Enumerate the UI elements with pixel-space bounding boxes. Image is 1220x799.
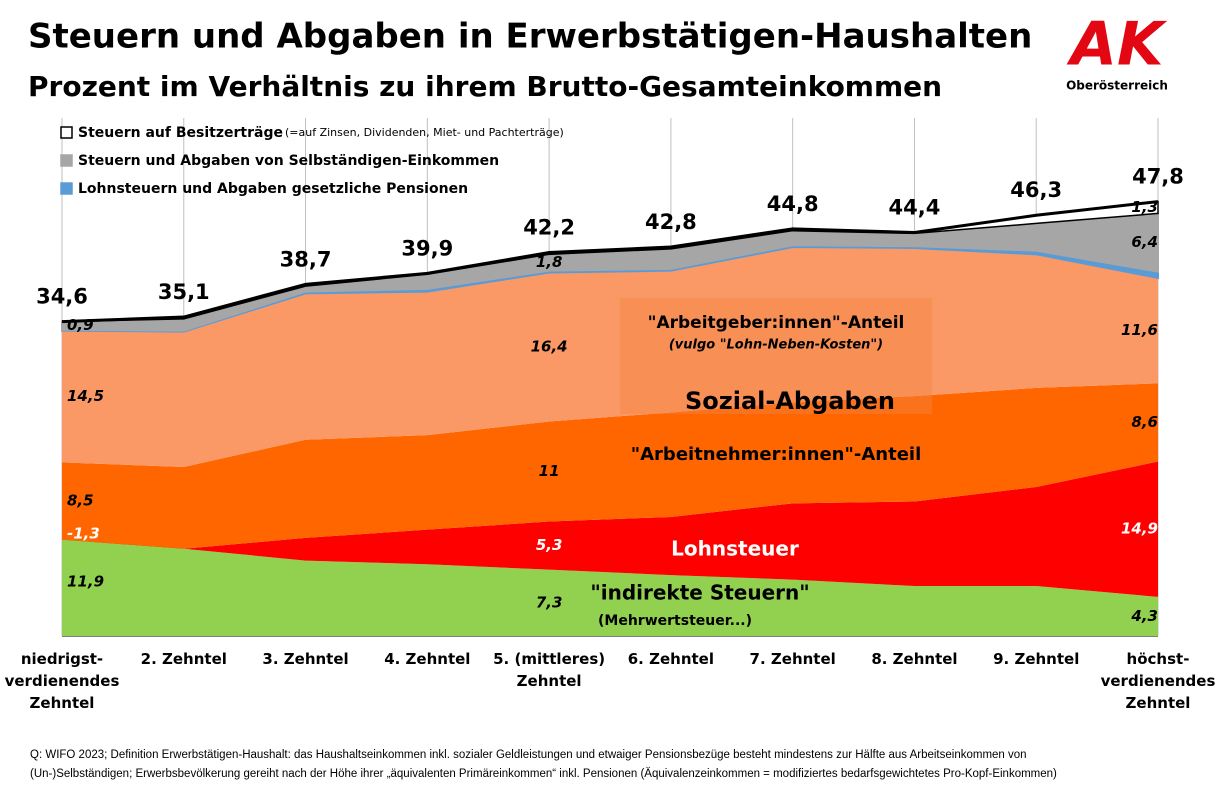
data-label: 4,3 [1130, 607, 1158, 625]
data-label: 0,9 [67, 316, 94, 334]
x-tick-label: 8. Zehntel [871, 650, 958, 668]
footnote: (Un-)Selbständigen; Erwerbsbevölkerung g… [30, 768, 1057, 780]
data-label: 6,4 [1131, 233, 1158, 251]
x-tick-label: niedrigst- verdienendes Zehntel [4, 650, 120, 712]
x-tick-label: 4. Zehntel [384, 650, 471, 668]
data-label: 11 [539, 462, 560, 480]
area [62, 461, 1158, 597]
area [62, 247, 1158, 467]
title: Steuern und Abgaben in Erwerbstätigen-Ha… [28, 17, 1032, 57]
x-tick-label: 3. Zehntel [262, 650, 349, 668]
total-label: 34,6 [36, 285, 88, 309]
annotation: (vulgo "Lohn-Neben-Kosten") [669, 338, 883, 353]
annotation: (Mehrwertsteuer...) [598, 613, 752, 629]
total-line [61, 200, 1159, 324]
total-label: 38,7 [280, 247, 332, 271]
total-label: 46,3 [1010, 178, 1062, 202]
footnote: Q: WIFO 2023; Definition Erwerbstätigen-… [30, 749, 1027, 761]
data-label: 14,9 [1121, 520, 1158, 538]
x-tick-label: 9. Zehntel [993, 650, 1080, 668]
total-label: 42,2 [523, 215, 575, 239]
x-tick-label: 5. (mittleres) Zehntel [493, 650, 606, 690]
x-tick-label: 2. Zehntel [140, 650, 227, 668]
total-label: 44,8 [767, 192, 819, 216]
x-tick-label: 7. Zehntel [749, 650, 836, 668]
legend-label: Steuern auf Besitzerträge [78, 125, 283, 141]
data-label: 7,3 [536, 593, 563, 611]
total-label: 44,4 [889, 196, 941, 220]
legend-note: (=auf Zinsen, Dividenden, Miet- und Pach… [285, 126, 564, 139]
x-tick-label: höchst- verdienendes Zehntel [1100, 650, 1216, 712]
data-label: 1,3 [1131, 198, 1158, 216]
x-tick-label: 6. Zehntel [627, 650, 714, 668]
area [62, 383, 1158, 549]
subtitle: Prozent im Verhältnis zu ihrem Brutto-Ge… [28, 70, 942, 103]
data-label: 1,8 [536, 253, 563, 271]
logo-subtitle: Oberösterreich [1066, 79, 1168, 93]
annotation: "indirekte Steuern" [590, 581, 809, 605]
legend-label: Steuern und Abgaben von Selbständigen-Ei… [78, 153, 499, 169]
total-label: 35,1 [158, 280, 210, 304]
total-label: 47,8 [1132, 165, 1184, 189]
data-label: 5,3 [536, 536, 563, 554]
legend-swatch [60, 126, 73, 139]
annotation: "Arbeitnehmer:innen"-Anteil [631, 444, 922, 465]
legend-swatch [60, 154, 73, 167]
area [62, 527, 1158, 636]
data-label: 16,4 [531, 338, 568, 356]
legend-label: Lohnsteuern und Abgaben gesetzliche Pens… [78, 181, 468, 197]
legend-swatch [60, 182, 73, 195]
data-label: 11,6 [1121, 321, 1158, 339]
data-label: -1,3 [67, 524, 100, 542]
annotation: "Arbeitgeber:innen"-Anteil [648, 313, 905, 333]
data-label: 11,9 [67, 572, 104, 590]
total-label: 42,8 [645, 210, 697, 234]
annotation: Lohnsteuer [671, 537, 799, 561]
highlight-box [620, 298, 932, 414]
annotation: Sozial-Abgaben [685, 387, 895, 415]
data-label: 14,5 [67, 387, 104, 405]
data-label: 8,6 [1131, 413, 1158, 431]
total-label: 39,9 [401, 236, 453, 260]
data-label: 8,5 [67, 492, 94, 510]
logo: AK [1067, 10, 1168, 80]
